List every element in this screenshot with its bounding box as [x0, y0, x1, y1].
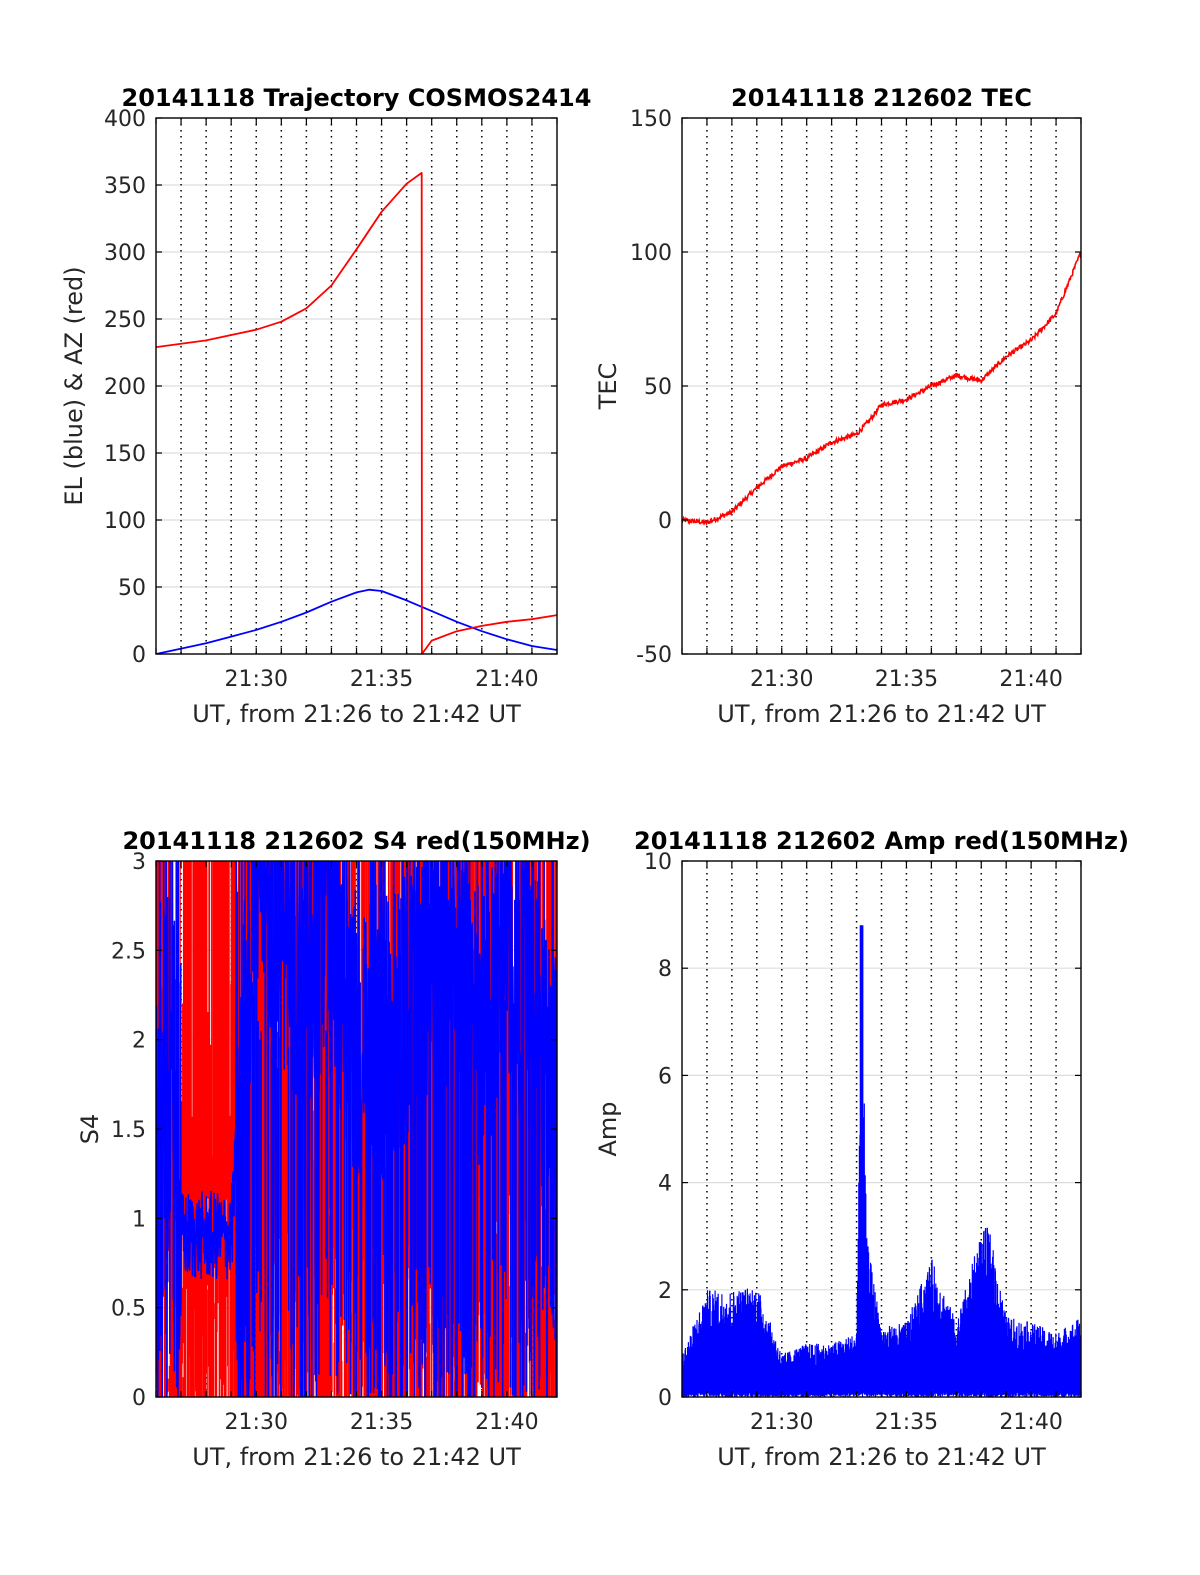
- y-tick-label: 0: [132, 1386, 146, 1411]
- series-group: [682, 925, 1081, 1397]
- chart-amp: 0 2 4 6 8 10 21:30 21:35 21:40 UT, from 21:26 to …: [594, 827, 1129, 1471]
- y-tick-label: 0: [658, 509, 672, 534]
- x-axis-label: UT, from 21:26 to 21:42 UT: [192, 700, 521, 728]
- s4-blue-bursts: [157, 861, 556, 1397]
- x-tick-label: 21:40: [999, 667, 1062, 692]
- x-tick-label: 21:40: [475, 667, 538, 692]
- chart-traj: 0 50 100 150 200 250 300 350 400 21:30 21:35 21:40 U…: [60, 84, 591, 728]
- el-series: [156, 588, 557, 654]
- x-axis-label: UT, from 21:26 to 21:42 UT: [192, 1443, 521, 1471]
- x-axis-label: UT, from 21:26 to 21:42 UT: [717, 1443, 1046, 1471]
- chart-title: 20141118 Trajectory COSMOS2414: [122, 84, 592, 112]
- y-axis-label: EL (blue) & AZ (red): [60, 266, 88, 505]
- y-tick-label: 350: [104, 174, 146, 199]
- y-tick-label: 150: [630, 107, 672, 132]
- x-tick-label: 21:30: [750, 667, 813, 692]
- chart-title: 20141118 212602 Amp red(150MHz): [634, 827, 1129, 855]
- x-tick-label: 21:35: [875, 1410, 938, 1435]
- y-tick-label: 250: [104, 308, 146, 333]
- chart-title: 20141118 212602 TEC: [731, 84, 1032, 112]
- y-tick-label: 0: [658, 1386, 672, 1411]
- y-tick-label: 100: [630, 241, 672, 266]
- x-tick-label: 21:40: [999, 1410, 1062, 1435]
- y-tick-label: 0: [132, 643, 146, 668]
- x-tick-label: 21:35: [350, 667, 413, 692]
- y-tick-label: 2: [132, 1029, 146, 1054]
- y-tick-label: 1.5: [111, 1118, 146, 1143]
- y-tick-label: 10: [644, 850, 672, 875]
- y-axis-label: TEC: [594, 363, 622, 411]
- y-tick-label: 8: [658, 957, 672, 982]
- y-tick-label: 200: [104, 375, 146, 400]
- x-axis-label: UT, from 21:26 to 21:42 UT: [717, 700, 1046, 728]
- y-tick-label: 0.5: [111, 1297, 146, 1322]
- x-tick-label: 21:30: [750, 1410, 813, 1435]
- y-tick-label: 50: [644, 375, 672, 400]
- chart-tec: -50 0 50 100 150 21:30 21:35 21:40 UT, from 21:2…: [594, 84, 1082, 728]
- y-tick-label: 6: [658, 1064, 672, 1089]
- series-group: [156, 861, 557, 1397]
- y-tick-label: 1: [132, 1207, 146, 1232]
- chart-s4: 0 0.5 1 1.5 2 2.5 3 21:30 21:35 21:40 UT, from 21:…: [76, 827, 591, 1471]
- chart-title: 20141118 212602 S4 red(150MHz): [122, 827, 590, 855]
- series-group: [156, 172, 557, 654]
- y-tick-label: 50: [118, 576, 146, 601]
- y-tick-label: 100: [104, 509, 146, 534]
- y-tick-label: 150: [104, 442, 146, 467]
- amp-series: [682, 925, 1081, 1397]
- y-tick-label: 2: [658, 1279, 672, 1304]
- y-tick-label: -50: [636, 643, 672, 668]
- tec-series: [682, 252, 1081, 526]
- x-tick-label: 21:40: [475, 1410, 538, 1435]
- y-tick-label: 300: [104, 241, 146, 266]
- y-tick-label: 400: [104, 107, 146, 132]
- y-axis-label: S4: [76, 1114, 104, 1145]
- x-tick-label: 21:35: [350, 1410, 413, 1435]
- x-tick-label: 21:30: [225, 1410, 288, 1435]
- x-tick-label: 21:35: [875, 667, 938, 692]
- series-group: [682, 252, 1081, 526]
- y-axis-label: Amp: [594, 1101, 622, 1156]
- y-tick-label: 2.5: [111, 939, 146, 964]
- y-tick-label: 3: [132, 850, 146, 875]
- x-tick-label: 21:30: [225, 667, 288, 692]
- az-series: [156, 172, 557, 654]
- y-tick-label: 4: [658, 1172, 672, 1197]
